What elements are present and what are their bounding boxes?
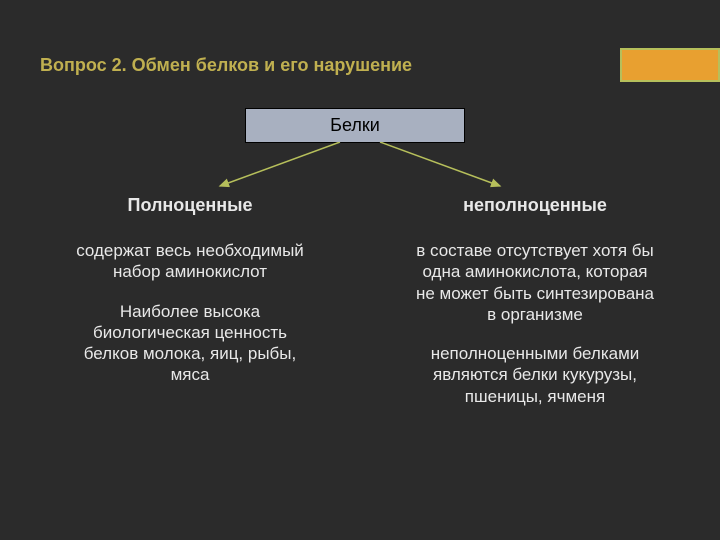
arrow-left (220, 142, 340, 186)
column-right-para-0: в составе отсутствует хотя бы одна амино… (415, 240, 655, 325)
column-left-para-1: Наиболее высока биологическая ценность б… (70, 301, 310, 386)
accent-bar (620, 48, 720, 82)
column-left: Полноценные содержат весь необходимый на… (70, 195, 310, 404)
arrow-right (380, 142, 500, 186)
column-right-head: неполноценные (415, 195, 655, 216)
column-right: неполноценные в составе отсутствует хотя… (415, 195, 655, 425)
column-right-para-1: неполноценными белками являются белки ку… (415, 343, 655, 407)
column-left-para-0: содержат весь необходимый набор аминокис… (70, 240, 310, 283)
column-left-head: Полноценные (70, 195, 310, 216)
branch-arrows (200, 142, 520, 192)
root-box: Белки (245, 108, 465, 143)
slide: Вопрос 2. Обмен белков и его нарушение Б… (0, 0, 720, 540)
slide-title: Вопрос 2. Обмен белков и его нарушение (40, 55, 412, 76)
root-box-label: Белки (330, 115, 380, 135)
